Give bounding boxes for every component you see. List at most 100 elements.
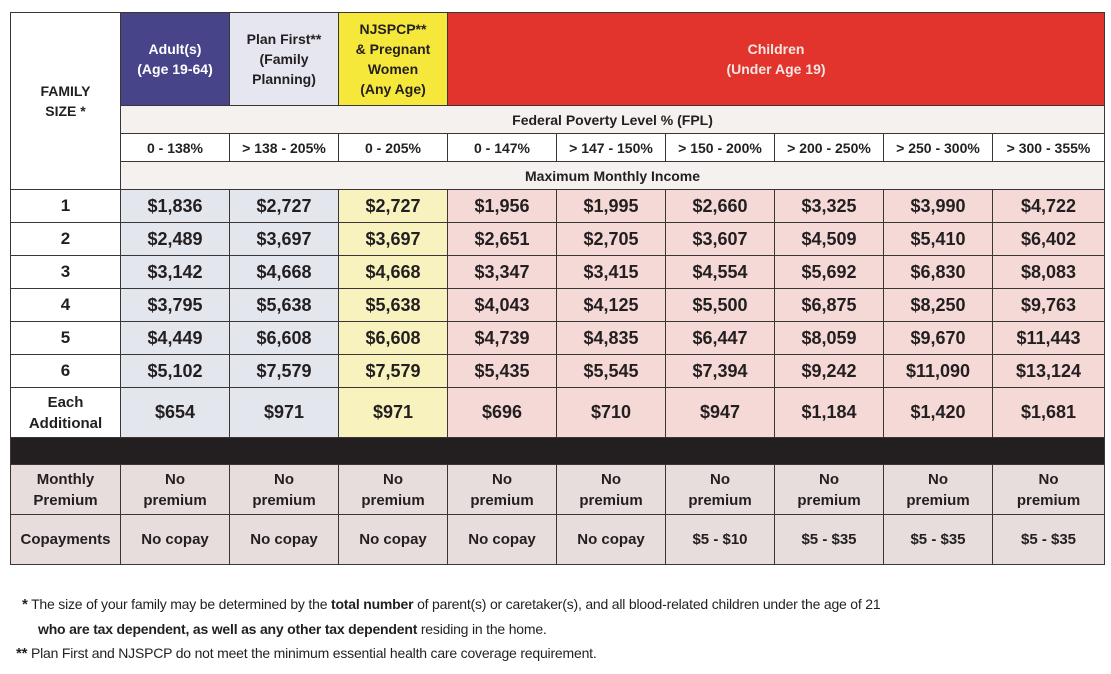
income-label-row: Maximum Monthly Income — [11, 161, 1106, 190]
premium-cell: No premium — [447, 464, 557, 515]
fpl-range: 0 - 147% — [447, 133, 557, 162]
income-cell: $9,670 — [883, 321, 993, 355]
income-cell: $4,125 — [556, 288, 666, 322]
each-additional-label: Each Additional — [10, 387, 121, 438]
divider-band — [9, 437, 1106, 465]
group-label: & Pregnant — [355, 41, 431, 57]
family-size: 1 — [10, 189, 121, 223]
income-cell: $4,739 — [447, 321, 557, 355]
footnote-coverage: ** Plan First and NJSPCP do not meet the… — [16, 641, 880, 666]
income-cell: $1,420 — [883, 387, 993, 438]
income-cell: $4,668 — [338, 255, 448, 289]
group-label: NJSPCP** — [359, 21, 427, 37]
table-row: 5 $4,449 $6,608 $6,608 $4,739 $4,835 $6,… — [10, 321, 1106, 355]
eligibility-table: FAMILY SIZE * Adult(s) (Age 19-64) Plan … — [9, 12, 1106, 565]
income-label: Maximum Monthly Income — [119, 161, 1106, 190]
income-cell: $7,394 — [665, 354, 775, 388]
footnote-emphasis: who are tax dependent, as well as any ot… — [38, 621, 418, 637]
copay-cell: $5 - $35 — [991, 514, 1106, 565]
copay-cell: No copay — [229, 514, 339, 565]
income-cell: $2,727 — [338, 189, 448, 223]
income-cell: $8,250 — [883, 288, 993, 322]
fpl-range: 0 - 205% — [338, 133, 448, 162]
income-cell: $6,608 — [229, 321, 339, 355]
income-cell: $4,449 — [120, 321, 230, 355]
premium-cell: No premium — [229, 464, 339, 515]
copay-cell: No copay — [447, 514, 557, 565]
income-cell: $11,090 — [883, 354, 993, 388]
income-cell: $9,763 — [991, 288, 1106, 322]
group-label: Planning) — [252, 71, 316, 87]
fpl-range: > 200 - 250% — [774, 133, 884, 162]
family-size-header: FAMILY SIZE * — [10, 12, 121, 190]
group-label: Adult(s) — [148, 41, 202, 57]
footnote-text: residing in the home. — [417, 621, 547, 637]
income-cell: $5,102 — [120, 354, 230, 388]
income-cell: $1,956 — [447, 189, 557, 223]
premium-cell: No premium — [883, 464, 993, 515]
income-cell: $696 — [447, 387, 557, 438]
copay-cell: $5 - $35 — [774, 514, 884, 565]
copay-cell: $5 - $10 — [665, 514, 775, 565]
income-cell: $4,554 — [665, 255, 775, 289]
table-row: 1 $1,836 $2,727 $2,727 $1,956 $1,995 $2,… — [10, 189, 1106, 223]
group-label: (Under Age 19) — [726, 61, 826, 77]
group-njspcp: NJSPCP** & Pregnant Women (Any Age) — [338, 12, 448, 106]
fpl-range: > 150 - 200% — [665, 133, 775, 162]
label-line: Premium — [33, 491, 98, 509]
income-cell: $13,124 — [991, 354, 1106, 388]
premium-cell: No premium — [774, 464, 884, 515]
premium-text: premium — [688, 491, 752, 509]
label-line: Additional — [28, 414, 103, 432]
fpl-label: Federal Poverty Level % (FPL) — [119, 105, 1106, 134]
income-cell: $6,875 — [774, 288, 884, 322]
divider — [9, 437, 1106, 465]
income-cell: $2,651 — [447, 222, 557, 256]
each-additional-row: Each Additional $654 $971 $971 $696 $710… — [10, 387, 1106, 438]
income-cell: $6,447 — [665, 321, 775, 355]
family-size: 3 — [10, 255, 121, 289]
fpl-range: > 138 - 205% — [229, 133, 339, 162]
income-cell: $947 — [665, 387, 775, 438]
premium-cell: No premium — [665, 464, 775, 515]
income-cell: $710 — [556, 387, 666, 438]
group-adults: Adult(s) (Age 19-64) — [120, 12, 230, 106]
premium-text: No — [601, 470, 621, 488]
income-cell: $6,830 — [883, 255, 993, 289]
footnote-text: of parent(s) or caretaker(s), and all bl… — [413, 596, 881, 612]
copay-cell: No copay — [556, 514, 666, 565]
fpl-range: > 147 - 150% — [556, 133, 666, 162]
footnotes: * The size of your family may be determi… — [16, 592, 881, 666]
premium-cell: No premium — [120, 464, 230, 515]
fpl-range: > 300 - 355% — [991, 133, 1106, 162]
group-label: Women — [367, 61, 419, 77]
table-row: 2 $2,489 $3,697 $3,697 $2,651 $2,705 $3,… — [10, 222, 1106, 256]
income-cell: $3,607 — [665, 222, 775, 256]
income-cell: $5,692 — [774, 255, 884, 289]
copayments-label: Copayments — [10, 514, 121, 565]
family-size: 6 — [10, 354, 121, 388]
family-size-label-line1: FAMILY — [40, 83, 91, 99]
income-cell: $11,443 — [991, 321, 1106, 355]
income-cell: $4,043 — [447, 288, 557, 322]
premium-text: No — [1038, 470, 1059, 488]
premium-text: No — [383, 470, 403, 488]
copay-cell: No copay — [338, 514, 448, 565]
group-label: (Family — [259, 51, 309, 67]
group-label: (Age 19-64) — [137, 61, 213, 77]
premium-text: No — [165, 470, 185, 488]
income-cell: $971 — [338, 387, 448, 438]
copay-cell: No copay — [120, 514, 230, 565]
income-cell: $3,142 — [120, 255, 230, 289]
income-cell: $6,608 — [338, 321, 448, 355]
premium-text: No — [274, 470, 294, 488]
label-line: Monthly — [36, 470, 95, 488]
family-size: 2 — [10, 222, 121, 256]
income-cell: $1,681 — [991, 387, 1106, 438]
footnote-emphasis: total number — [330, 596, 414, 612]
footnote-family-size: * The size of your family may be determi… — [16, 592, 881, 617]
income-cell: $5,435 — [447, 354, 557, 388]
income-cell: $3,990 — [883, 189, 993, 223]
footnote-text: The size of your family may be determine… — [31, 596, 331, 612]
income-cell: $5,638 — [229, 288, 339, 322]
